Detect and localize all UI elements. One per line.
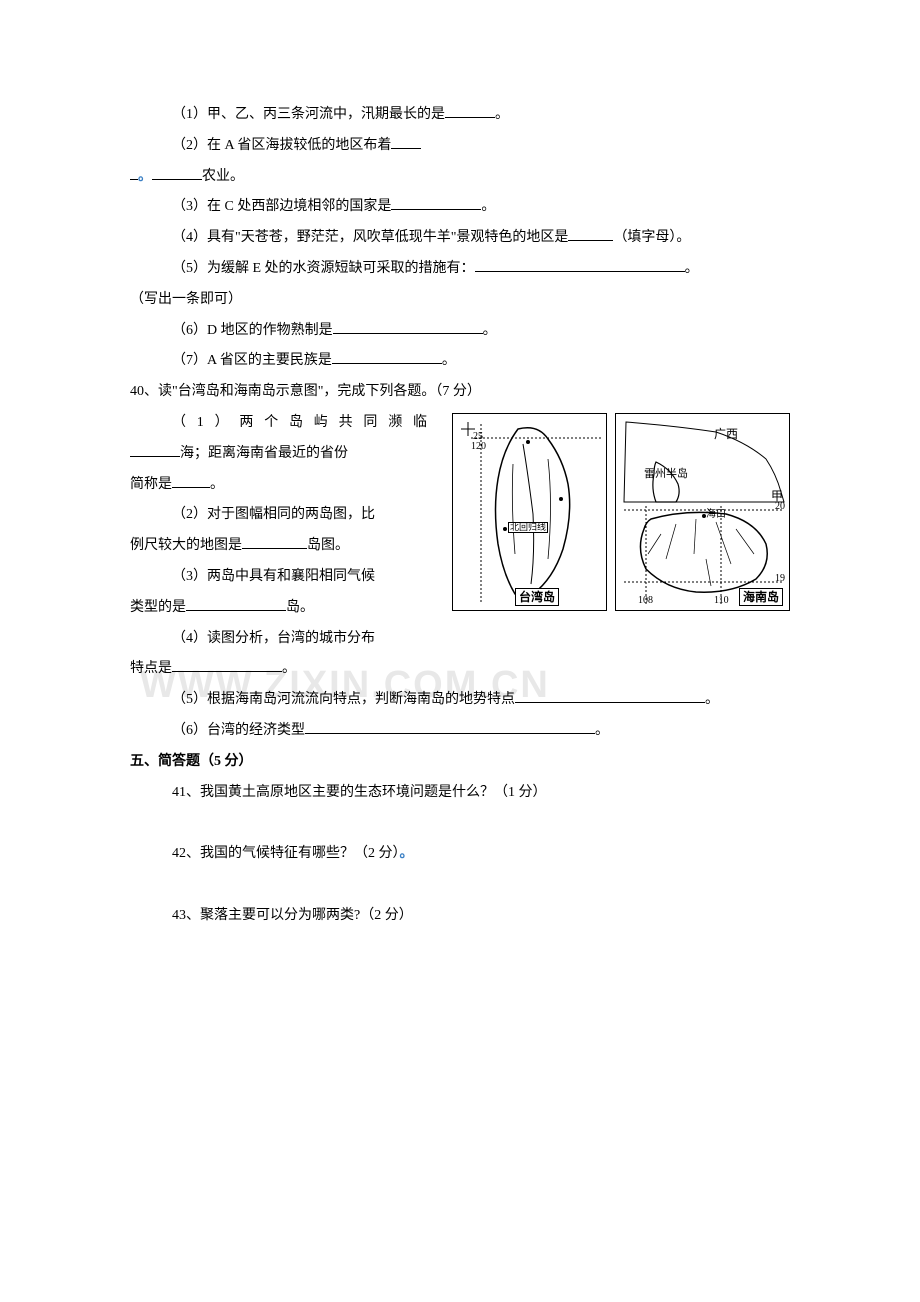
blank [172,474,210,488]
q40-sub1-c: 简称是 。 [130,470,430,501]
q39-sub2: （2）在 A 省区海拔较低的地区布着 [130,131,790,162]
hainan-lat20: 20 [775,502,785,512]
q40-sub1-end: 。 [210,477,224,492]
q40-sub4-end: 。 [282,661,296,676]
hainan-map: 广西 雷州半岛 海口 甲 20 19 108 110 海南岛 [615,413,790,611]
q39-sub2-end: 农业。 [202,169,244,184]
q40-sub2-b: 例尺较大的地图是 岛图。 [130,531,430,562]
hainan-label: 海南岛 [739,588,783,606]
q39-sub7-end: 。 [442,353,456,368]
q40-sub6: （6）台湾的经济类型 。 [130,716,790,747]
q40-sub1-c-text: 简称是 [130,477,172,492]
q40-sub2-b-text: 例尺较大的地图是 [130,538,242,553]
q42: 42、我国的气候特征有哪些？（2 分）。 [130,839,790,870]
blank [475,258,685,272]
blank [305,720,595,734]
q40-container: （1）两个岛屿共同濒临 海；距离海南省最近的省份 简称是。 （2）对于图幅相同的… [130,408,790,685]
q39-sub1: （1）甲、乙、丙三条河流中，汛期最长的是 。 [130,100,790,131]
q40-sub1-b-text: 海；距离海南省最近的省份 [180,446,348,461]
q40-sub3-a: （3）两岛中具有和襄阳相同气候 [130,562,430,593]
blank [445,104,495,118]
q40-sub1-b: 海；距离海南省最近的省份 [130,439,430,470]
section5-title: 五、简答题（5 分） [130,747,790,778]
hainan-lon108: 108 [638,596,653,606]
hainan-lat19: 19 [775,574,785,584]
q39-sub6-text: （6）D 地区的作物熟制是 [172,323,333,338]
q40-sub5-text: （5）根据海南岛河流流向特点，判断海南岛的地势特点 [172,692,515,707]
q40-sub4-b: WWW.ZIXIN.COM.CN 特点是。 [130,654,430,685]
hainan-lon110: 110 [714,596,729,606]
q40-sub4-a: （4）读图分析，台湾的城市分布 [130,624,430,655]
q40-sub5: （5）根据海南岛河流流向特点，判断海南岛的地势特点 。 [130,685,790,716]
q39-sub5: （5）为缓解 E 处的水资源短缺可采取的措施有： 。 [130,254,790,285]
q40-sub2-end: 岛图。 [307,538,349,553]
blank [391,196,481,210]
hainan-guangxi: 广西 [714,428,738,440]
q40-sub1-a: （1）两个岛屿共同濒临 [130,408,430,439]
hainan-svg [616,414,791,612]
dot-icon: 。 [400,846,414,861]
blank [568,227,613,241]
q39-sub3-end: 。 [481,199,495,214]
blank [332,350,442,364]
q40-title: 40、读"台湾岛和海南岛示意图"，完成下列各题。（7 分） [130,377,790,408]
q40-sub3-b-text: 类型的是 [130,600,186,615]
q39-sub7: （7）A 省区的主要民族是 。 [130,346,790,377]
q41: 41、我国黄土高原地区主要的生态环境问题是什么？（1 分） [130,778,790,809]
taiwan-map: 25 120 北回归线 台湾岛 [452,413,607,611]
q39-sub6: （6）D 地区的作物熟制是 。 [130,316,790,347]
q39-sub4: （4）具有"天苍苍，野茫茫，风吹草低现牛羊"景观特色的地区是 （填字母）。 [130,223,790,254]
q39-sub6-end: 。 [483,323,497,338]
hainan-leizhou: 雷州半岛 [644,469,688,480]
q40-sub6-end: 。 [595,723,609,738]
q39-sub7-text: （7）A 省区的主要民族是 [172,353,332,368]
q40-text-block: （1）两个岛屿共同濒临 海；距离海南省最近的省份 简称是。 （2）对于图幅相同的… [130,408,430,685]
taiwan-label: 台湾岛 [515,588,559,606]
q43: 43、聚落主要可以分为哪两类?（2 分） [130,901,790,932]
taiwan-lon: 120 [471,442,486,452]
hainan-haikou: 海口 [706,510,726,520]
q39-sub5-text: （5）为缓解 E 处的水资源短缺可采取的措施有： [172,261,475,276]
q40-sub4-b-text: 特点是 [130,661,172,676]
dot-icon: 。 [138,169,152,184]
blank [333,320,483,334]
q40-sub2-a: （2）对于图幅相同的两岛图，比 [130,500,430,531]
q40-sub3-b: 类型的是 岛。 [130,593,430,624]
blank [152,166,202,180]
q42-text: 42、我国的气候特征有哪些？（2 分） [172,846,400,861]
blank [172,658,282,672]
blank [130,166,138,180]
blank [515,689,705,703]
q39-sub4-b: （填字母）。 [613,230,690,245]
blank [130,443,180,457]
q39-sub5-note: （写出一条即可） [130,285,790,316]
q39-sub2-text: （2）在 A 省区海拔较低的地区布着 [172,138,391,153]
maps-container: 25 120 北回归线 台湾岛 广西 [452,413,790,611]
q39-sub3: （3）在 C 处西部边境相邻的国家是 。 [130,192,790,223]
q40-sub5-end: 。 [705,692,719,707]
blank [242,535,307,549]
blank [391,135,421,149]
blank [186,597,286,611]
q40-sub1-a-text: （1）两个岛屿共同濒临 [172,415,430,430]
q39-sub1-text: （1）甲、乙、丙三条河流中，汛期最长的是 [172,107,445,122]
taiwan-tropic: 北回归线 [508,522,548,533]
q39-sub5-end: 。 [685,261,699,276]
q39-sub3-text: （3）在 C 处西部边境相邻的国家是 [172,199,391,214]
q39-sub4-a: （4）具有"天苍苍，野茫茫，风吹草低现牛羊"景观特色的地区是 [172,230,568,245]
q40-sub6-text: （6）台湾的经济类型 [172,723,305,738]
q39-sub2-line2: 。 农业。 [130,162,790,193]
q39-sub1-end: 。 [495,107,509,122]
q40-sub3-end: 岛。 [286,600,314,615]
